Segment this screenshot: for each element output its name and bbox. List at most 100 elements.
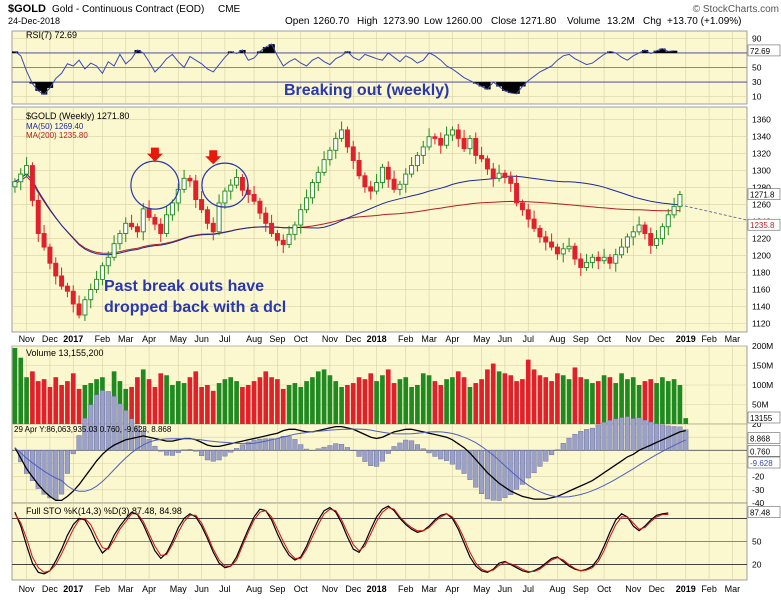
ppo-histogram-bar [578,431,584,451]
volume-bar [269,377,274,424]
volume-bar [485,369,490,424]
ppo-histogram-bar [613,418,619,451]
candle-body [327,149,333,161]
ppo-histogram-bar [455,450,461,470]
rsi-oversold-fill [472,82,479,84]
x-axis-label: Feb [701,584,717,594]
volume-bar [578,377,584,424]
ppo-histogram-bar [117,403,123,451]
candle-body [461,137,467,150]
candle-body [298,209,304,226]
ppo-histogram-bar [181,449,187,451]
ppo-histogram-bar [642,419,648,451]
ma200-last-value-box [747,218,781,231]
ppo-last-value: 0.760 [750,447,771,456]
candle-body [426,136,432,148]
volume-bar [403,377,409,424]
x-axis-label: Sep [573,334,589,344]
ppo-histogram-bar [403,439,409,451]
x-axis-label: Mar [118,334,134,344]
ppo-histogram-bar [82,417,88,451]
ppo-histogram-bar [630,418,636,451]
candle-body [514,182,520,204]
ppo-last-value: -9.628 [750,459,773,468]
volume-bar [181,383,187,424]
volume-bar [619,373,624,424]
volume-bar [368,373,374,424]
chart-labels: 1030507090112011401160118012001220124012… [19,33,781,594]
volume-bar [496,371,502,424]
candle-body [374,182,380,192]
candle-body [222,190,228,204]
ppo-histogram-bar [321,446,327,451]
volume-tick-label: 100M [752,380,773,390]
candle-body [269,222,275,234]
candle-body [502,172,508,178]
ppo-last-value-box [747,445,781,457]
chg-label: Chg [643,16,661,27]
volume-tick-label: 200M [752,341,773,351]
candle-body [589,256,595,263]
ppo-histogram-bar [304,448,310,451]
rsi-oversold-fill [496,82,503,87]
symbol-label: $GOLD [8,3,46,15]
rsi-oversold-fill [513,82,520,94]
volume-bar [520,379,525,424]
volume-bar [286,385,292,424]
volume-bar [24,377,29,424]
volume-bar [595,381,601,424]
volume-bar [665,381,671,424]
volume-bar [654,383,659,424]
candle-body [41,233,47,248]
ppo-histogram-bar [496,450,502,501]
price-tick-label: 1260 [752,200,771,210]
candle-body [519,202,525,211]
candle-body [578,258,584,268]
candle-body [129,222,135,228]
ppo-histogram-bar [344,447,350,451]
candle-body [479,154,485,160]
candle-body [560,248,566,255]
ppo-histogram-bar [426,450,432,454]
candle-body [508,177,514,184]
volume-bar [170,385,175,424]
candle-body [321,159,327,173]
volume-bar [415,385,420,424]
volume-bar [455,371,461,424]
volume-bar [601,375,607,424]
ppo-histogram-bar [467,450,473,480]
ppo-histogram-bar [263,438,269,451]
volume-bar [292,383,298,424]
candle-body [234,177,240,186]
x-axis-label: Sep [573,584,589,594]
ppo-tick-label: -30 [752,485,765,495]
ppo-histogram-bar [566,437,572,451]
ppo-histogram-bar [519,450,525,485]
price-tick-label: 1200 [752,251,771,261]
ppo-histogram-bar [554,449,560,451]
rsi-last-value-box [747,44,781,57]
ppo-histogram-bar [88,404,94,451]
volume-bar [12,347,18,424]
ppo-histogram-bar [280,435,286,451]
candle-body [566,245,572,250]
volume-bar [508,375,514,424]
ppo-histogram-bar [379,450,385,462]
ppo-histogram-bar [298,444,304,451]
ppo-histogram-bar [414,444,420,451]
ppo-histogram-bar [356,450,362,457]
volume-bar [251,381,257,424]
candle-body [216,202,222,233]
ppo-histogram-bar [409,440,415,451]
candle-body [105,256,111,267]
rsi-oversold-fill [35,82,42,91]
ppo-histogram-bar [362,450,368,462]
ppo-histogram-bar [286,436,292,451]
x-axis-label: May [473,584,491,594]
candle-body [467,137,473,150]
ppo-histogram-bar [99,390,105,451]
ppo-histogram-bar [251,439,257,451]
ppo-histogram-bar [123,410,129,451]
rsi-overbought-fill [268,44,275,53]
ppo-histogram-bar [572,434,578,451]
